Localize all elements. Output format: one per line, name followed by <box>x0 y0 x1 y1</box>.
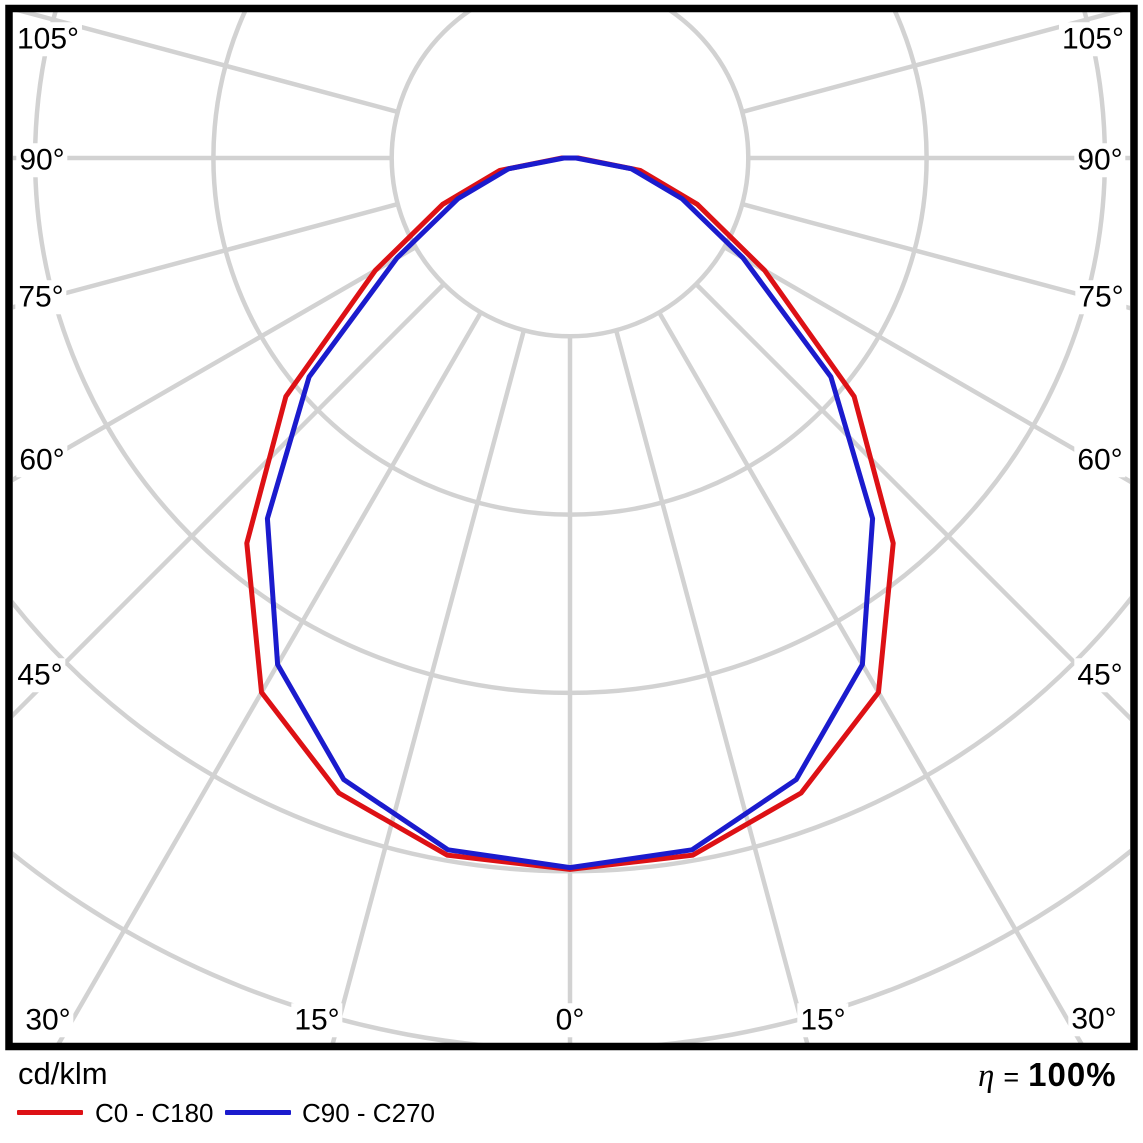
grid-spoke--60deg <box>13 245 417 483</box>
eta-symbol: η <box>978 1058 995 1094</box>
angle-label-11: 60° <box>1074 443 1126 477</box>
eta-value: 100% <box>1028 1056 1117 1093</box>
angle-label-4: 45° <box>14 658 66 692</box>
angle-label-12: 75° <box>1075 280 1127 314</box>
angle-label-9: 30° <box>1068 1002 1120 1036</box>
grid-spoke-75deg <box>741 201 1130 311</box>
angle-label-13: 90° <box>1074 143 1126 177</box>
angle-label-6: 15° <box>291 1003 343 1037</box>
grid-spoke-105deg <box>741 12 1124 115</box>
curve-c90-c270 <box>264 155 876 871</box>
angle-label-7: 0° <box>552 1003 588 1037</box>
grid-spoke-30deg <box>657 311 1084 1043</box>
grid-spoke--105deg <box>16 12 399 115</box>
grid-spoke-60deg <box>723 245 1130 484</box>
legend-label-c0-c180: C0 - C180 <box>95 1098 214 1128</box>
efficiency-note: η = 100% <box>978 1056 1128 1095</box>
angle-label-10: 45° <box>1074 658 1126 692</box>
legend-swatch-c90-c270 <box>225 1110 291 1115</box>
eta-equals: = <box>1003 1062 1020 1092</box>
legend-swatch-c0-c180 <box>17 1110 83 1115</box>
angle-label-0: 105° <box>13 22 83 56</box>
angle-label-8: 15° <box>797 1003 849 1037</box>
units-label: cd/klm <box>18 1056 108 1091</box>
grid-spoke--75deg <box>13 201 399 310</box>
angle-label-14: 105° <box>1058 22 1128 56</box>
angle-label-5: 30° <box>22 1003 74 1037</box>
legend-label-c90-c270: C90 - C270 <box>302 1098 435 1128</box>
grid-spoke--30deg <box>56 311 483 1043</box>
angle-label-1: 90° <box>16 143 68 177</box>
legend: C0 - C180 C90 - C270 <box>0 1096 1143 1130</box>
angle-label-3: 60° <box>16 443 68 477</box>
plot-border <box>5 4 1138 1051</box>
intensity-curves <box>244 155 896 872</box>
grid-spoke-45deg <box>694 282 1130 722</box>
curve-c0-c180 <box>244 155 896 872</box>
grid-spoke--45deg <box>13 282 446 719</box>
angle-label-2: 75° <box>15 280 67 314</box>
